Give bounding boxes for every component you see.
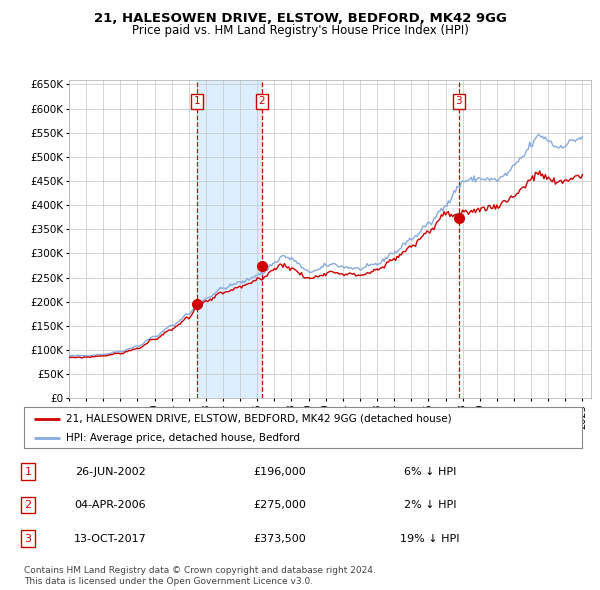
Text: 1: 1 xyxy=(194,96,200,106)
Text: 2: 2 xyxy=(258,96,265,106)
Text: 21, HALESOWEN DRIVE, ELSTOW, BEDFORD, MK42 9GG (detached house): 21, HALESOWEN DRIVE, ELSTOW, BEDFORD, MK… xyxy=(66,414,451,424)
Text: 1: 1 xyxy=(25,467,32,477)
Text: 3: 3 xyxy=(455,96,462,106)
Text: 04-APR-2006: 04-APR-2006 xyxy=(74,500,146,510)
Text: 26-JUN-2002: 26-JUN-2002 xyxy=(74,467,145,477)
Text: HPI: Average price, detached house, Bedford: HPI: Average price, detached house, Bedf… xyxy=(66,433,300,443)
Text: £196,000: £196,000 xyxy=(254,467,307,477)
Text: 19% ↓ HPI: 19% ↓ HPI xyxy=(400,534,460,544)
Text: 21, HALESOWEN DRIVE, ELSTOW, BEDFORD, MK42 9GG: 21, HALESOWEN DRIVE, ELSTOW, BEDFORD, MK… xyxy=(94,12,506,25)
Text: Contains HM Land Registry data © Crown copyright and database right 2024.: Contains HM Land Registry data © Crown c… xyxy=(24,566,376,575)
Text: 2: 2 xyxy=(25,500,32,510)
Text: 13-OCT-2017: 13-OCT-2017 xyxy=(74,534,146,544)
Text: 2% ↓ HPI: 2% ↓ HPI xyxy=(404,500,456,510)
Text: Price paid vs. HM Land Registry's House Price Index (HPI): Price paid vs. HM Land Registry's House … xyxy=(131,24,469,37)
Text: £373,500: £373,500 xyxy=(254,534,307,544)
Bar xyxy=(197,80,262,398)
Text: This data is licensed under the Open Government Licence v3.0.: This data is licensed under the Open Gov… xyxy=(24,577,313,586)
Text: 6% ↓ HPI: 6% ↓ HPI xyxy=(404,467,456,477)
Text: 3: 3 xyxy=(25,534,32,544)
Text: £275,000: £275,000 xyxy=(254,500,307,510)
